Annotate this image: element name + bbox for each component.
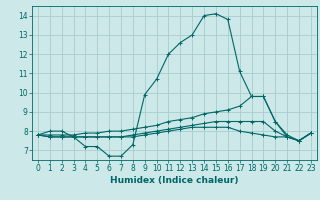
X-axis label: Humidex (Indice chaleur): Humidex (Indice chaleur)	[110, 176, 239, 185]
